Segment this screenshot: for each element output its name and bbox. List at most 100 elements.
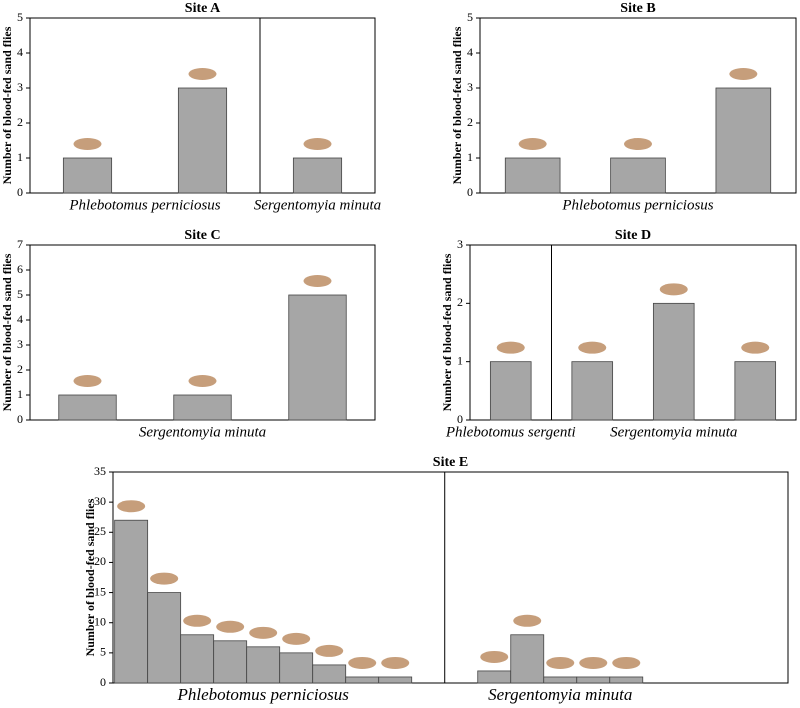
bar [312, 664, 347, 684]
bar [62, 157, 113, 194]
y-tick-label: 30 [94, 494, 106, 508]
host-icon [513, 614, 542, 627]
host-icon [303, 138, 332, 150]
bar [213, 640, 248, 684]
host-icon [578, 341, 607, 354]
y-axis-label: Number of blood-fed sand flies [0, 253, 14, 411]
bar [292, 157, 343, 194]
bar [609, 676, 644, 684]
y-tick-label: 5 [100, 645, 106, 659]
y-tick-label: 35 [94, 464, 106, 478]
bar [576, 676, 611, 684]
bar [610, 157, 666, 194]
y-tick-label: 1 [467, 150, 473, 164]
bar [288, 294, 347, 421]
group-label: Phlebotomus perniciosus [561, 197, 713, 213]
chart-title: Site D [615, 228, 651, 243]
y-tick-label: 4 [17, 45, 23, 59]
host-icon [612, 656, 641, 669]
group-label: Phlebotomus sergenti [445, 424, 576, 440]
host-icon [518, 138, 547, 150]
group-label: Sergentomyia minuta [254, 197, 381, 213]
y-tick-label: 15 [94, 584, 106, 598]
y-tick-label: 6 [17, 262, 23, 276]
y-tick-label: 3 [467, 80, 473, 94]
y-axis-label: Number of blood-fed sand flies [440, 253, 454, 411]
bar [510, 634, 545, 684]
host-icon [741, 341, 770, 354]
y-tick-label: 2 [467, 115, 473, 129]
bar [489, 361, 532, 421]
y-tick-label: 2 [17, 115, 23, 129]
group-label: Sergentomyia minuta [610, 424, 737, 440]
y-tick-label: 1 [17, 387, 23, 401]
host-icon [282, 632, 311, 645]
bar [571, 361, 614, 421]
y-axis-label: Number of blood-fed sand flies [83, 498, 97, 656]
y-axis-label: Number of blood-fed sand flies [0, 26, 14, 184]
host-icon [315, 644, 344, 657]
bar [378, 676, 413, 684]
group-label: Sergentomyia minuta [139, 424, 266, 440]
chart-title: Site B [620, 1, 655, 16]
bar [147, 592, 182, 684]
host-icon [73, 375, 102, 387]
host-icon [303, 275, 332, 287]
bar [177, 87, 228, 194]
host-icon [249, 626, 278, 639]
y-tick-label: 2 [457, 295, 463, 309]
y-tick-label: 0 [467, 185, 473, 199]
y-tick-label: 2 [17, 362, 23, 376]
plot-frame [469, 244, 797, 421]
bar [345, 676, 380, 684]
host-icon [480, 650, 509, 663]
bar [477, 670, 512, 684]
y-tick-label: 0 [457, 412, 463, 426]
chart-title: Site A [185, 1, 221, 16]
y-tick-label: 0 [17, 185, 23, 199]
host-icon [729, 68, 758, 80]
bar [180, 634, 215, 684]
group-label: Phlebotomus perniciosus [176, 685, 349, 704]
host-icon [624, 138, 652, 150]
host-icon [579, 656, 608, 669]
host-icon [496, 341, 525, 354]
bar [58, 394, 117, 421]
chart-title: Site C [184, 228, 220, 243]
y-tick-label: 5 [17, 287, 23, 301]
y-tick-label: 20 [94, 554, 106, 568]
host-icon [73, 138, 102, 150]
bar [173, 394, 232, 421]
y-tick-label: 4 [17, 312, 23, 326]
bar [715, 87, 772, 194]
y-tick-label: 10 [94, 614, 106, 628]
y-tick-label: 0 [17, 412, 23, 426]
plot-frame [112, 471, 789, 684]
y-tick-label: 1 [457, 353, 463, 367]
bar [114, 519, 149, 684]
y-tick-label: 5 [467, 10, 473, 24]
y-tick-label: 3 [17, 337, 23, 351]
y-tick-label: 3 [457, 237, 463, 251]
host-icon [188, 375, 217, 387]
y-tick-label: 7 [17, 237, 23, 251]
y-tick-label: 25 [94, 524, 106, 538]
host-icon [348, 656, 377, 669]
y-tick-label: 0 [100, 675, 106, 689]
bar [246, 646, 281, 684]
bar [543, 676, 578, 684]
group-label: Phlebotomus perniciosus [68, 197, 220, 213]
y-tick-label: 4 [467, 45, 473, 59]
host-icon [150, 572, 179, 585]
chart-title: Site E [433, 455, 468, 470]
host-icon [659, 283, 688, 296]
host-icon [188, 68, 217, 80]
y-tick-label: 3 [17, 80, 23, 94]
bar [279, 652, 314, 684]
host-icon [117, 500, 146, 513]
y-axis-label: Number of blood-fed sand flies [450, 26, 464, 184]
host-icon [183, 614, 212, 627]
host-icon [546, 656, 575, 669]
y-tick-label: 1 [17, 150, 23, 164]
